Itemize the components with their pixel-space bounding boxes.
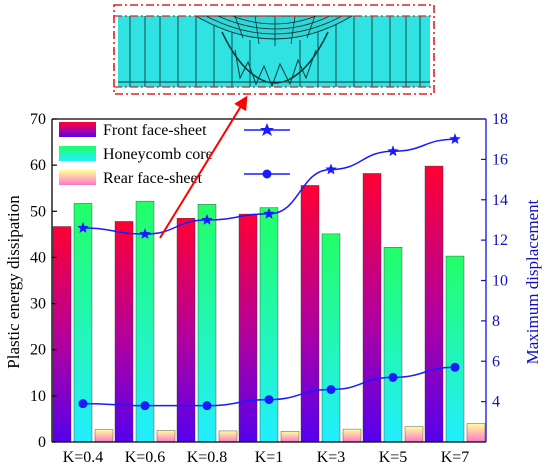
fem-deformation-image [113, 4, 435, 95]
y-tick-label: 20 [30, 342, 46, 359]
hexagon-marker [202, 401, 212, 411]
left-ticks: 0 10 20 30 40 50 60 70 [30, 111, 57, 451]
y2-tick-label: 16 [492, 151, 508, 168]
x-tick-label: K=0.4 [63, 449, 104, 466]
bar-rear [342, 428, 362, 443]
bar-rear [94, 429, 114, 443]
hexagon-marker [140, 401, 150, 411]
star-marker [263, 207, 275, 219]
bar-front [238, 213, 258, 443]
bar-rear [466, 423, 486, 443]
x-tick-label: K=5 [379, 449, 408, 466]
y-axis-label: Plastic energy dissipation [4, 195, 23, 369]
bar-core [259, 207, 279, 443]
bar-front [114, 221, 134, 443]
hexagon-marker [388, 372, 398, 382]
star-marker [77, 222, 89, 233]
legend-swatch-front [59, 122, 96, 137]
legend-label-rear: Rear face-sheet [103, 170, 203, 187]
y-tick-label: 50 [30, 203, 46, 220]
bar-rear [218, 430, 238, 443]
bar-core [445, 255, 465, 443]
legend-label-front: Front face-sheet [103, 122, 207, 139]
star-marker [139, 228, 151, 239]
lines-group [77, 133, 461, 411]
hexagon-marker [450, 362, 460, 372]
legend-hex-marker [262, 169, 272, 179]
x-tick-label: K=0.6 [125, 449, 166, 466]
y2-tick-label: 12 [492, 232, 508, 249]
y2-tick-label: 4 [492, 394, 500, 411]
bar-rear [404, 426, 424, 443]
y2-tick-label: 18 [492, 111, 508, 128]
star-marker [201, 213, 213, 225]
y-tick-label: 60 [30, 157, 46, 174]
right-ticks: 4 6 8 10 12 14 16 18 [481, 111, 508, 411]
x-ticks: K=0.4 K=0.6 K=0.8 K=1 K=3 K=5 K=7 [63, 449, 470, 466]
callout-arrow [159, 95, 248, 239]
star-marker [387, 145, 399, 157]
x-tick-label: K=3 [317, 449, 346, 466]
y-tick-label: 10 [30, 388, 46, 405]
bar-core [383, 247, 403, 443]
legend-swatch-core [59, 146, 96, 161]
y2-tick-label: 6 [492, 353, 500, 370]
bar-front [300, 185, 320, 443]
star-marker [449, 133, 461, 145]
star-marker [325, 163, 337, 175]
bar-front [52, 226, 72, 443]
x-tick-label: K=7 [441, 449, 470, 466]
y-tick-label: 0 [38, 434, 46, 451]
bar-rear [280, 431, 300, 443]
bar-front [362, 173, 382, 443]
bar-front [424, 165, 444, 443]
y2-tick-label: 8 [492, 313, 500, 330]
bar-rear [156, 430, 176, 443]
hexagon-marker [326, 385, 336, 395]
bar-core [321, 233, 341, 443]
bar-front [176, 218, 196, 443]
y-tick-label: 30 [30, 296, 46, 313]
y-tick-label: 70 [30, 111, 46, 128]
y2-axis-label: Maximum displacement [523, 199, 542, 364]
bars-group [52, 165, 486, 443]
y2-tick-label: 14 [492, 192, 508, 209]
hexagon-marker [264, 395, 274, 405]
x-tick-label: K=1 [255, 449, 284, 466]
legend: Front face-sheet Honeycomb core Rear fac… [59, 122, 290, 187]
legend-star-marker [260, 123, 274, 136]
y-tick-label: 40 [30, 249, 46, 266]
legend-label-core: Honeycomb core [103, 146, 213, 163]
x-tick-label: K=0.8 [187, 449, 228, 466]
y2-tick-label: 10 [492, 273, 508, 290]
hexagon-marker [78, 399, 88, 409]
legend-swatch-rear [59, 170, 96, 185]
